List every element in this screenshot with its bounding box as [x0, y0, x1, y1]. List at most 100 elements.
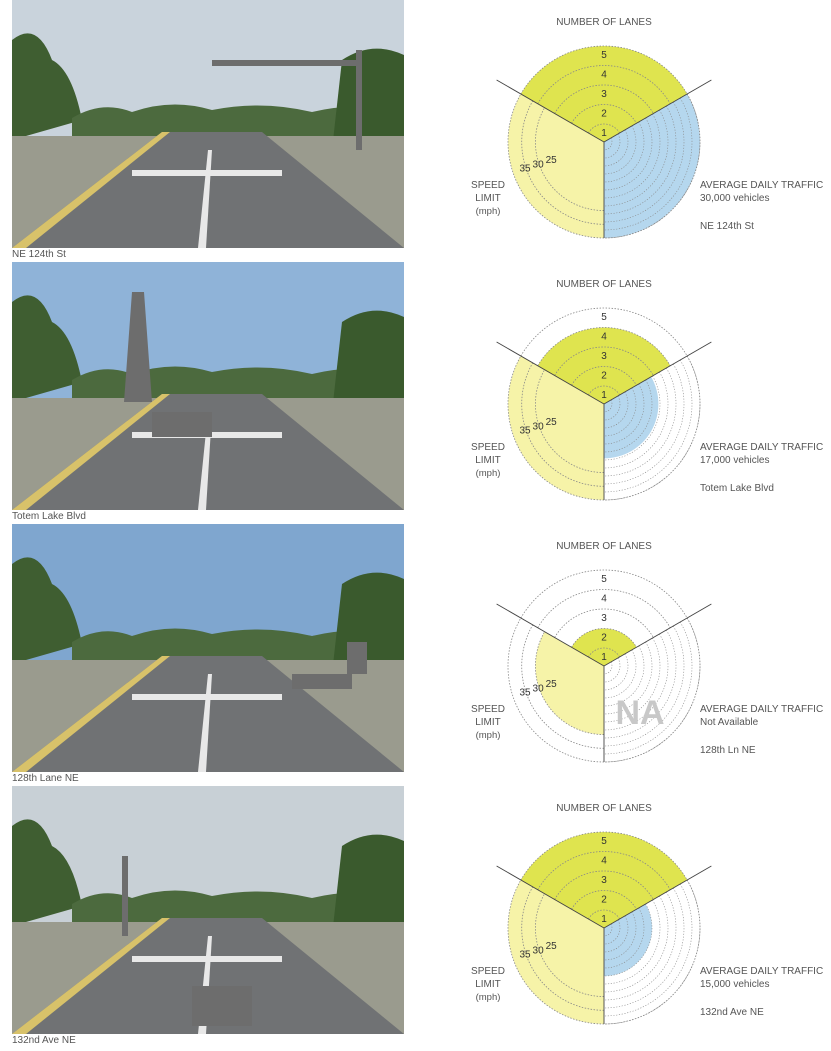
road-edge-line	[12, 656, 170, 772]
street-name-label: 128th Ln NE	[700, 745, 756, 756]
street-row-2: Totem Lake Blvd 1 2 3 4 5 25 30 35 NUMBER OF LAN…	[0, 262, 831, 524]
lane-ring-3	[554, 870, 654, 900]
street-name-label: Totem Lake Blvd	[700, 483, 774, 494]
crosswalk-stripe	[132, 956, 282, 962]
road-edge-line	[12, 918, 170, 1034]
photo-detail	[122, 856, 252, 1026]
traffic-ring	[603, 391, 629, 429]
lane-ring-3	[554, 346, 654, 376]
traffic-ring	[603, 621, 693, 755]
lane-ring-2	[571, 366, 637, 386]
trees-right	[332, 310, 404, 422]
trees-right	[332, 834, 404, 946]
tree-line	[72, 104, 404, 140]
traffic-ring	[603, 137, 613, 151]
crosswalk-stripe	[132, 694, 282, 700]
speed-ring-30	[521, 100, 605, 225]
speed-tick-label: 25	[546, 941, 558, 952]
speed-tick-label: 35	[519, 688, 531, 699]
lane-tick-label: 2	[601, 109, 607, 120]
lane-ring-1	[588, 385, 620, 396]
sector-divider	[496, 865, 605, 929]
street-photo	[12, 262, 404, 510]
road-edge-line	[12, 394, 170, 510]
lane-tick-label: 2	[601, 371, 607, 382]
traffic-ring	[603, 379, 653, 453]
photo-caption: Totem Lake Blvd	[12, 511, 86, 522]
traffic-axis-label: AVERAGE DAILY TRAFFIC	[700, 180, 823, 191]
street-photo-power-towers-suv	[12, 262, 404, 510]
traffic-axis-label: AVERAGE DAILY TRAFFIC	[700, 704, 823, 715]
speed-tick-label: 35	[519, 426, 531, 437]
sector-divider	[603, 865, 712, 929]
street-row-3: 128th Lane NE 1 2 3 4 5 25 30 35 NA NUMBER OF LAN…	[0, 524, 831, 786]
traffic-ring	[603, 633, 669, 731]
traffic-ring	[603, 887, 685, 1009]
speed-tick-label: 35	[519, 164, 531, 175]
traffic-ring	[603, 657, 621, 683]
street-photo	[12, 0, 404, 248]
traffic-ring	[603, 915, 629, 953]
traffic-ring	[603, 629, 677, 739]
traffic-ring	[603, 883, 693, 1017]
traffic-ring	[603, 907, 645, 969]
lane-tick-label: 5	[601, 836, 607, 847]
speed-ring-25	[535, 631, 605, 735]
speed-axis-label-line3: (mph)	[476, 992, 501, 1003]
speed-sector	[508, 94, 604, 238]
traffic-ring	[603, 105, 677, 215]
traffic-ring	[603, 117, 653, 191]
road-edge-line	[12, 132, 170, 248]
lanes-axis-label: NUMBER OF LANES	[556, 541, 652, 552]
traffic-ring	[603, 399, 613, 413]
speed-axis-label-line2: LIMIT	[475, 717, 501, 728]
speed-tick-label: 25	[546, 679, 558, 690]
traffic-value-label: 15,000 vehicles	[700, 979, 770, 990]
speed-sector	[508, 356, 604, 500]
trees-left	[12, 295, 82, 402]
lane-tick-label: 5	[601, 50, 607, 61]
sector-divider	[496, 341, 605, 405]
lane-tick-label: 1	[601, 652, 607, 663]
traffic-outer-ring	[603, 93, 701, 239]
speed-ring-25	[535, 107, 605, 211]
lane-tick-label: 4	[601, 594, 607, 605]
speed-axis-label-line3: (mph)	[476, 730, 501, 741]
photo-caption: 128th Lane NE	[12, 773, 79, 784]
street-radial-chart: 1 2 3 4 5 25 30 35 NA NUMBER OF LANES SPEED LIMIT (m…	[460, 524, 831, 786]
sector-divider	[603, 341, 712, 405]
street-name-label: 132nd Ave NE	[700, 1007, 764, 1018]
lane-tick-label: 4	[601, 70, 607, 81]
speed-axis-label-line3: (mph)	[476, 206, 501, 217]
speed-tick-label: 35	[519, 950, 531, 961]
lane-ring-4	[537, 851, 671, 890]
photo-caption: NE 124th St	[12, 249, 66, 260]
speed-ring-35	[507, 93, 605, 239]
speed-ring-25	[535, 369, 605, 473]
speed-axis-label-line1: SPEED	[471, 442, 505, 453]
street-photo-rail-crossing-signal-gantry	[12, 0, 404, 248]
speed-axis-label-line1: SPEED	[471, 704, 505, 715]
traffic-ring	[603, 891, 677, 1001]
traffic-ring	[603, 625, 685, 747]
photo-detail	[212, 50, 362, 150]
traffic-ring	[603, 653, 629, 691]
speed-ring-35	[507, 617, 605, 763]
traffic-ring	[603, 637, 661, 723]
speed-axis-label-line2: LIMIT	[475, 979, 501, 990]
lane-ring-5	[520, 831, 688, 881]
traffic-sector	[604, 376, 659, 459]
speed-tick-label: 30	[533, 945, 545, 956]
speed-tick-label: 30	[533, 421, 545, 432]
speed-ring-25	[535, 893, 605, 997]
traffic-not-available-label: NA	[615, 694, 664, 732]
speed-axis-label-line1: SPEED	[471, 966, 505, 977]
traffic-ring	[603, 367, 677, 477]
speed-tick-label: 30	[533, 159, 545, 170]
traffic-ring	[603, 371, 669, 469]
traffic-value-label: 30,000 vehicles	[700, 193, 770, 204]
lane-ring-2	[571, 104, 637, 124]
